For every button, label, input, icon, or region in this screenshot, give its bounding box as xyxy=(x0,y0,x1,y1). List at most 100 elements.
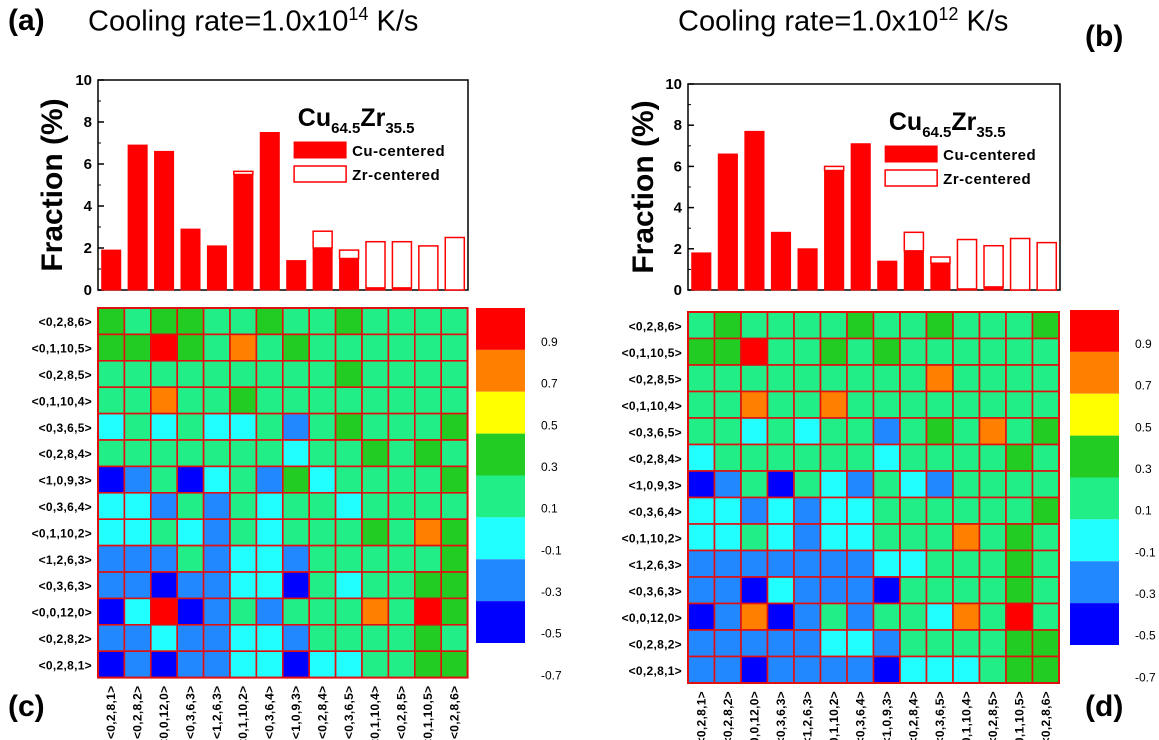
heatmap-cell xyxy=(176,571,205,600)
heatmap-cell xyxy=(793,576,822,605)
heatmap-cell xyxy=(255,359,284,388)
heatmap-cell xyxy=(925,470,954,499)
column-label: <1,2,6,3> xyxy=(210,686,224,739)
heatmap-cell xyxy=(819,364,848,393)
heatmap-cell xyxy=(308,333,337,362)
panel-b-title-exponent: 12 xyxy=(938,4,959,24)
bar-zr-centered xyxy=(1036,241,1058,291)
heatmap-cell xyxy=(872,337,901,366)
heatmap-cell xyxy=(766,602,795,631)
column-label: <0,3,6,3> xyxy=(774,691,788,740)
heatmap-cell xyxy=(819,549,848,578)
y-tick-label: 0 xyxy=(674,282,682,299)
heatmap-cell xyxy=(925,655,954,684)
heatmap-cell xyxy=(387,359,416,388)
legend-swatch-zr xyxy=(884,169,938,187)
colorbar-tick-label: -0.1 xyxy=(541,543,562,557)
colorbar-tick-label: 0.1 xyxy=(1135,504,1152,518)
heatmap-cell xyxy=(229,597,258,626)
heatmap-cell xyxy=(740,390,769,419)
heatmap-cell xyxy=(766,337,795,366)
alloy-label: Cu64.5Zr35.5 xyxy=(889,108,1006,141)
heatmap-cell xyxy=(899,417,928,446)
colorbar-tick-label: 0.3 xyxy=(1135,462,1152,476)
heatmap-cell xyxy=(202,465,231,494)
heatmap-cell xyxy=(229,386,258,415)
heatmap-cell xyxy=(334,491,363,520)
heatmap-cell xyxy=(202,491,231,520)
bar-cu-centered xyxy=(877,260,898,291)
heatmap-cell xyxy=(229,544,258,573)
heatmap-cell xyxy=(150,465,179,494)
heatmap-cell xyxy=(229,307,258,336)
column-label: <0,1,10,2> xyxy=(236,686,250,740)
heatmap-cell xyxy=(255,571,284,600)
row-label: <0,3,6,3> xyxy=(39,579,92,593)
column-label: <0,3,6,5> xyxy=(933,691,947,740)
y-tick-label: 2 xyxy=(674,241,682,258)
heatmap-cell xyxy=(97,359,126,388)
y-axis-label: Fraction (%) xyxy=(627,100,660,273)
y-tick-label: 10 xyxy=(75,72,92,89)
panel-b-title-prefix: Cooling rate=1.0x10 xyxy=(678,5,939,38)
heatmap-cell xyxy=(899,523,928,552)
heatmap-cell xyxy=(308,386,337,415)
heatmap-cell xyxy=(1005,443,1034,472)
heatmap-cell xyxy=(150,307,179,336)
heatmap-cell xyxy=(387,439,416,468)
heatmap-cell xyxy=(952,523,981,552)
heatmap-cell xyxy=(176,491,205,520)
column-label: <0,0,12,0> xyxy=(747,691,761,740)
heatmap-cell xyxy=(978,655,1007,684)
heatmap-cell xyxy=(978,576,1007,605)
heatmap-cell xyxy=(308,623,337,652)
heatmap-cell xyxy=(1005,496,1034,525)
heatmap-cell xyxy=(202,333,231,362)
heatmap-cell xyxy=(255,386,284,415)
heatmap-cell xyxy=(123,359,152,388)
panel-a-title-prefix: Cooling rate=1.0x10 xyxy=(88,5,349,38)
colorbar-segment xyxy=(476,559,525,602)
heatmap-cell xyxy=(202,412,231,441)
heatmap-cell xyxy=(361,491,390,520)
heatmap-cell xyxy=(361,465,390,494)
bar-cu-centered xyxy=(744,130,765,291)
heatmap-cell xyxy=(952,470,981,499)
heatmap-cell xyxy=(952,576,981,605)
colorbar-segment xyxy=(476,475,525,518)
row-label: <0,3,6,3> xyxy=(629,584,682,598)
column-label: <0,2,8,5> xyxy=(395,686,409,739)
heatmap-cell xyxy=(819,337,848,366)
heatmap-cell xyxy=(872,417,901,446)
bar-zr-centered xyxy=(983,244,1004,288)
heatmap-cell xyxy=(361,386,390,415)
heatmap-cell xyxy=(281,491,310,520)
colorbar-segment xyxy=(476,517,525,560)
heatmap-cell xyxy=(361,412,390,441)
heatmap-cell xyxy=(687,496,716,525)
heatmap-cell xyxy=(793,311,822,340)
column-label: <1,0,9,3> xyxy=(289,686,303,739)
alloy-label-part: 64.5 xyxy=(331,120,360,137)
legend-label-cu: Cu-centered xyxy=(943,147,1036,164)
heatmap-cell xyxy=(413,650,442,679)
row-label: <0,2,8,4> xyxy=(629,452,682,466)
heatmap-cell xyxy=(281,518,310,547)
heatmap-cell xyxy=(1031,470,1060,499)
row-label: <0,3,6,5> xyxy=(39,421,92,435)
column-label: <0,2,8,2> xyxy=(721,691,735,740)
heatmap-cell xyxy=(872,549,901,578)
heatmap-cell xyxy=(687,390,716,419)
heatmap-cell xyxy=(1031,549,1060,578)
legend-swatch-zr xyxy=(293,165,347,183)
colorbar-tick-label: -0.1 xyxy=(1135,545,1156,559)
heatmap-cell xyxy=(793,337,822,366)
heatmap-cell xyxy=(766,629,795,658)
colorbar-tick-label: -0.3 xyxy=(541,585,562,599)
heatmap-cell xyxy=(229,465,258,494)
panel-b-title-suffix: K/s xyxy=(958,5,1009,38)
heatmap-cell xyxy=(846,523,875,552)
heatmap-cell xyxy=(793,470,822,499)
bar-cu-centered xyxy=(770,231,792,291)
heatmap-cell xyxy=(413,571,442,600)
